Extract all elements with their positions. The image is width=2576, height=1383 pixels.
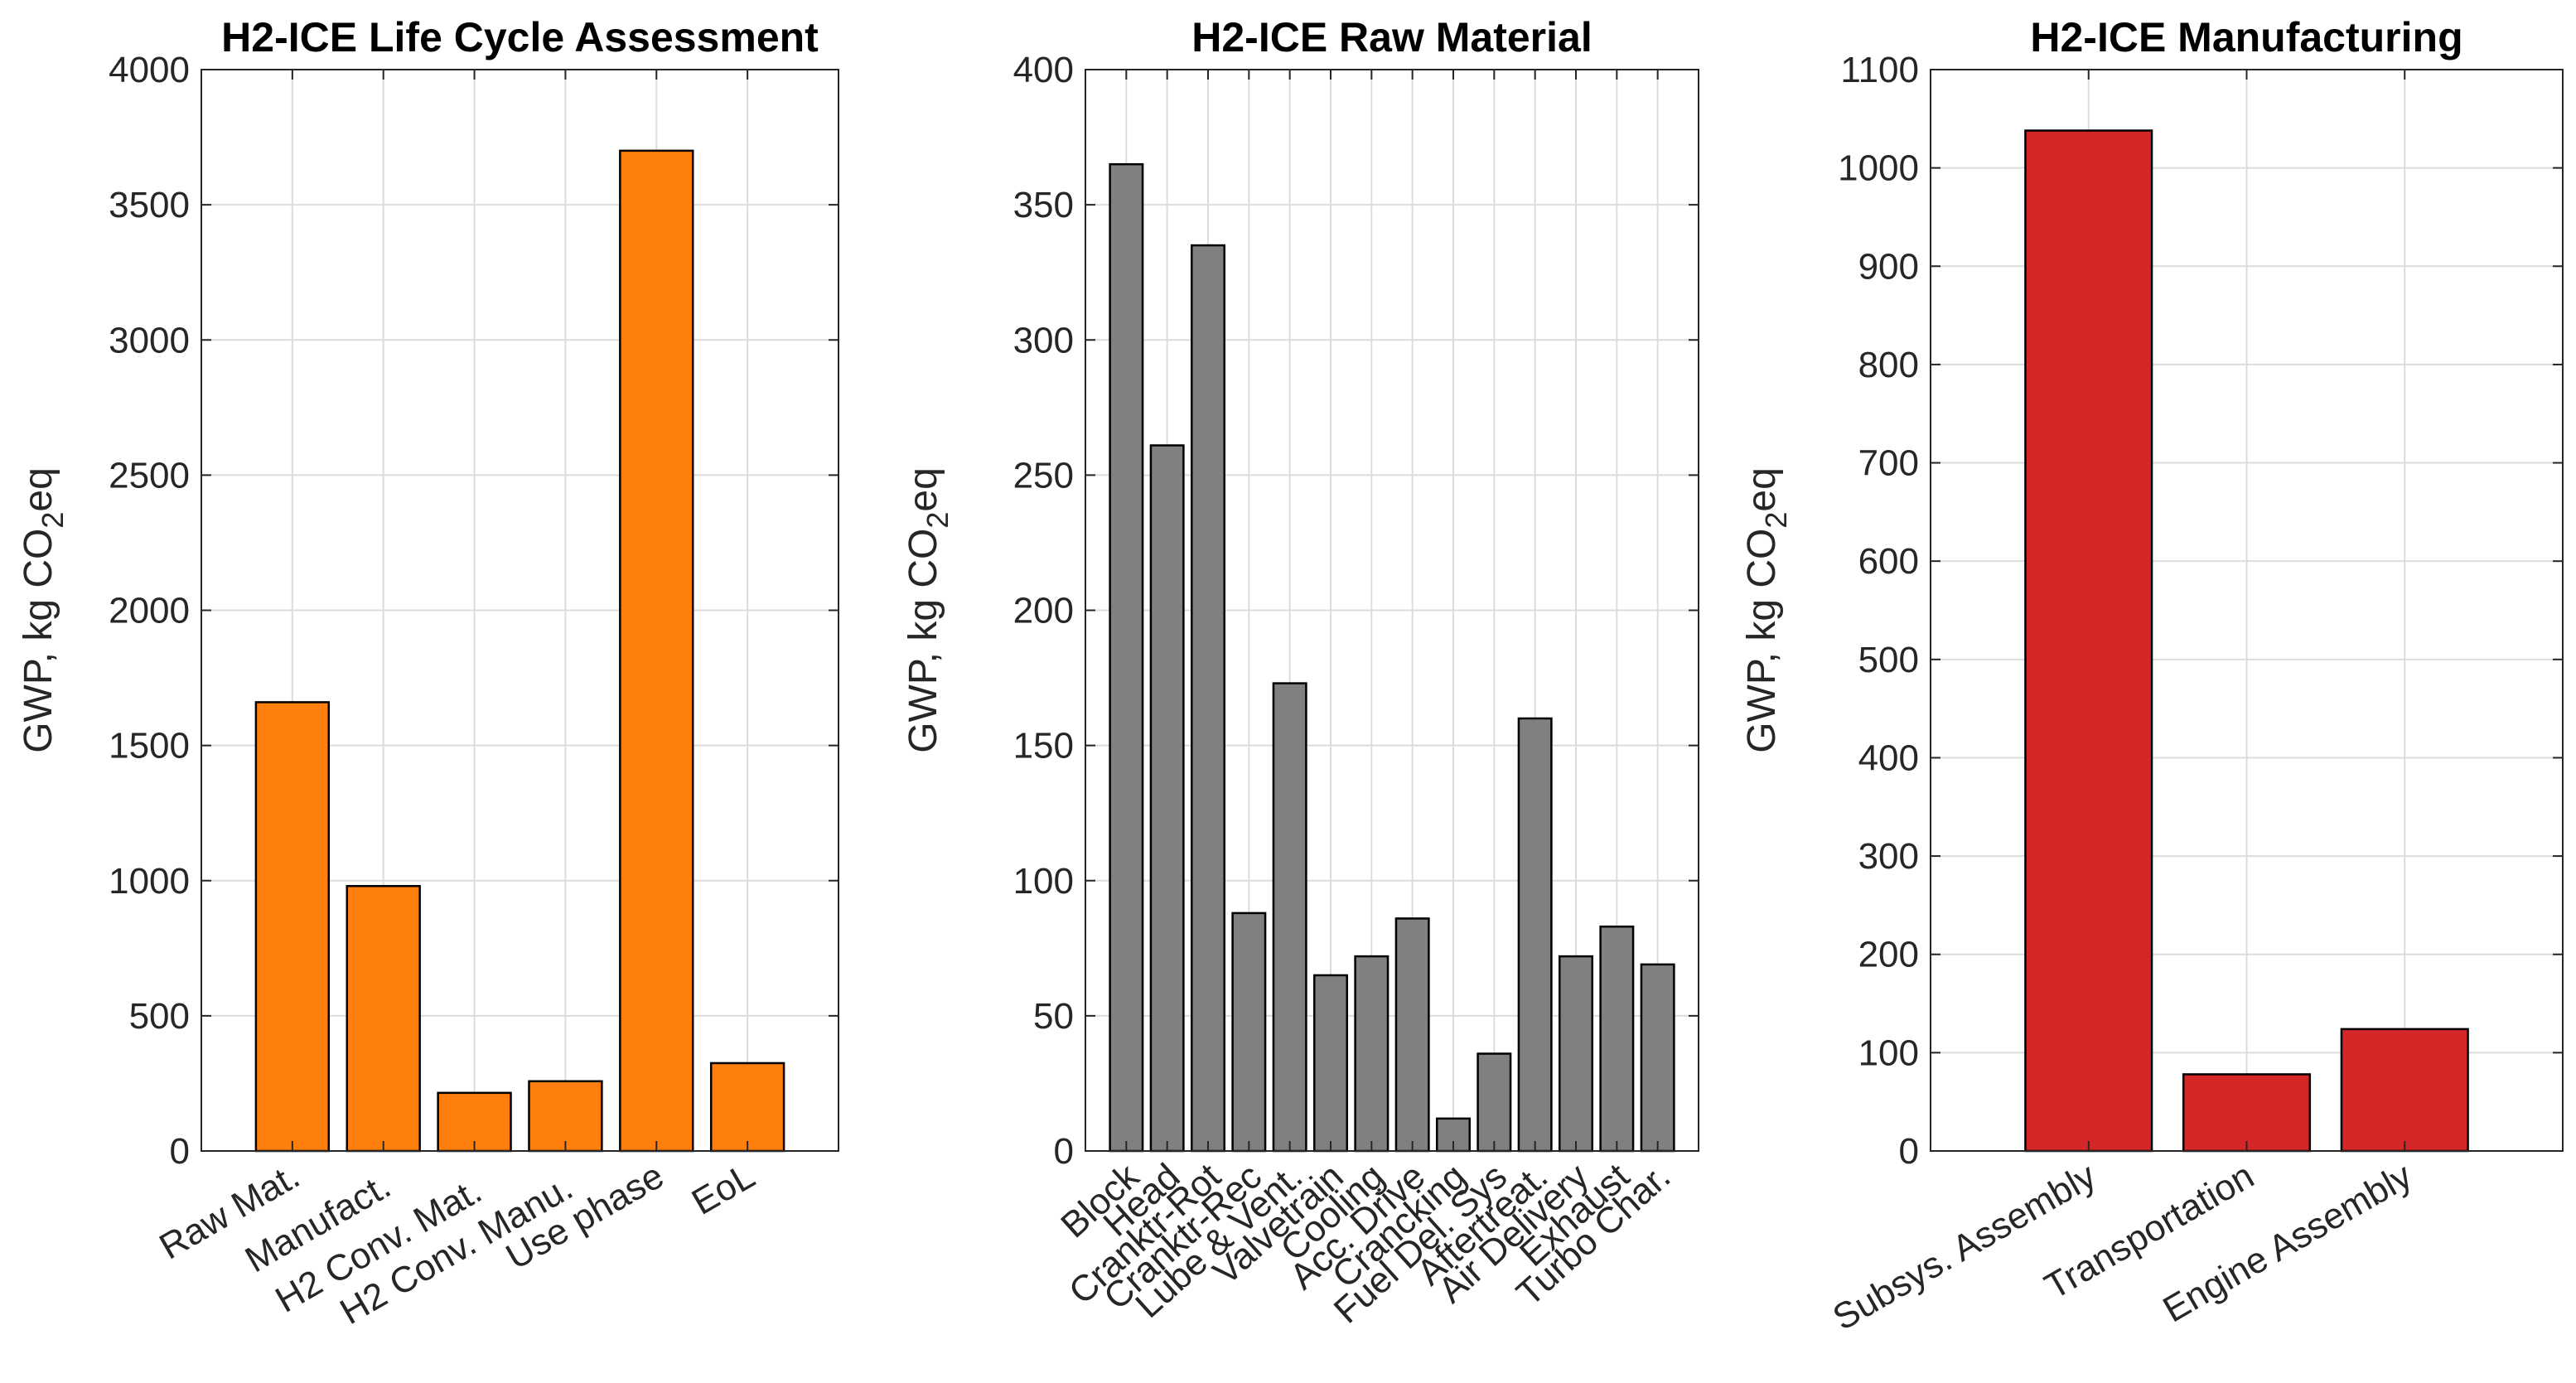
y-tick-label: 350 [1013,185,1074,225]
bar-use-phase [619,149,694,1153]
y-tick-label: 100 [1013,861,1074,902]
y-tick-label: 900 [1858,246,1919,287]
bar-raw-mat [254,701,331,1153]
y-tick-label: 0 [1054,1131,1074,1172]
bar-h2-conv-manu [528,1080,603,1153]
bar-engine-assembly [2340,1028,2469,1153]
y-tick-label: 700 [1858,443,1919,484]
bar-aftertreat [1517,717,1553,1153]
y-tick-label: 200 [1013,591,1074,631]
bar-cranktr-rot [1191,244,1225,1153]
y-tick-label: 1000 [109,861,190,902]
chart-title: H2-ICE Life Cycle Assessment [221,14,819,60]
y-tick-label: 2500 [109,455,190,496]
y-tick-label: 150 [1013,726,1074,766]
chart-title: H2-ICE Manufacturing [2030,14,2462,60]
y-axis-label: GWP, kg CO2eq [901,467,955,753]
y-tick-label: 3000 [109,320,190,360]
y-tick-label: 600 [1858,541,1919,582]
y-tick-label: 300 [1858,836,1919,877]
y-tick-label: 3500 [109,185,190,225]
y-tick-label: 500 [129,996,190,1037]
y-axis-label: GWP, kg CO2eq [1740,467,1793,753]
bar-block [1109,162,1144,1153]
y-tick-label: 500 [1858,640,1919,680]
bar-cranktr-rec [1231,912,1267,1153]
y-tick-label: 400 [1858,737,1919,778]
bar-subsys-assembly [2024,129,2153,1153]
y-tick-label: 300 [1013,320,1074,360]
y-tick-label: 1100 [1840,50,1919,90]
bar-exhaust [1599,925,1635,1153]
bar-head [1149,444,1185,1153]
y-tick-label: 200 [1858,935,1919,975]
y-tick-label: 400 [1013,50,1074,90]
y-axis-label: GWP, kg CO2eq [17,467,70,753]
bar-transportation [2182,1073,2312,1153]
bar-lube-vent [1272,682,1307,1153]
y-tick-label: 2000 [109,591,190,631]
y-tick-label: 50 [1033,996,1074,1037]
chart-title: H2-ICE Raw Material [1191,14,1592,60]
bar-eol [709,1061,785,1153]
bar-manufact [346,885,421,1153]
y-tick-label: 0 [170,1131,190,1172]
y-tick-label: 4000 [109,50,190,90]
bar-turbo-char [1640,963,1675,1153]
bar-cooling [1354,955,1389,1153]
bar-acc-drive [1394,917,1430,1153]
y-tick-label: 250 [1013,455,1074,496]
bar-valvetrain [1313,974,1348,1153]
y-tick-label: 100 [1858,1032,1919,1073]
bar-fuel-del-sys [1476,1052,1512,1153]
y-tick-label: 1500 [109,726,190,766]
bar-air-delivery [1559,955,1593,1153]
y-tick-label: 800 [1858,345,1919,385]
y-tick-label: 0 [1899,1131,1919,1172]
y-tick-label: 1000 [1838,148,1919,189]
